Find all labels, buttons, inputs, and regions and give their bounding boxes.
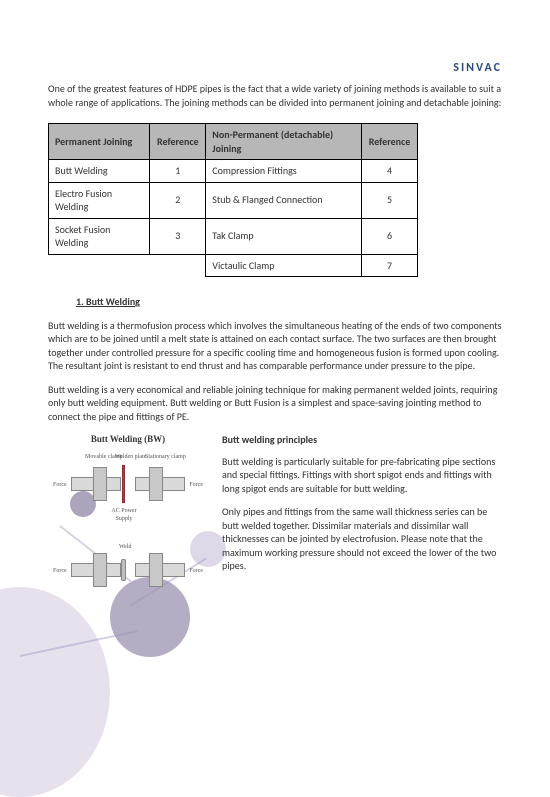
diagram-title: Butt Welding (BW) — [48, 433, 208, 445]
table-header-row: Permanent Joining Reference Non-Permanen… — [49, 124, 418, 160]
decor-link-line — [20, 630, 138, 657]
cell-nonperm: Compression Fittings — [206, 160, 362, 183]
cell-nonperm: Tak Clamp — [206, 218, 362, 254]
weld-bead — [121, 559, 126, 581]
table-row: Victaulic Clamp 7 — [49, 254, 418, 277]
cell-ref2: 5 — [362, 182, 418, 218]
diagram-figure-heating: Movable clamp Welden plate Stationary cl… — [53, 449, 203, 519]
clamp-right — [149, 467, 163, 501]
principles-heading: Butt welding principles — [222, 433, 502, 447]
principles-para2: Only pipes and fittings from the same wa… — [222, 505, 502, 573]
th-ref1: Reference — [150, 124, 206, 160]
cell-perm: Socket Fusion Welding — [49, 218, 150, 254]
intro-paragraph: One of the greatest features of HDPE pip… — [48, 82, 502, 109]
cell-empty — [150, 254, 206, 277]
butt-welding-diagram: Butt Welding (BW) Movable clamp Welden p… — [48, 433, 208, 615]
label-weld: Weld — [119, 543, 132, 551]
label-force-right: Force — [189, 481, 203, 489]
principles-para1: Butt welding is particularly suitable fo… — [222, 455, 502, 496]
heater-plate — [122, 465, 125, 503]
cell-ref2: 4 — [362, 160, 418, 183]
decor-blob-large — [0, 587, 110, 797]
label-welden-plate: Welden plate — [115, 453, 146, 461]
table-row: Socket Fusion Welding 3 Tak Clamp 6 — [49, 218, 418, 254]
label-stationary-clamp: Stationary clamp — [145, 453, 186, 461]
cell-ref1: 3 — [150, 218, 206, 254]
diagram-figure-joined: Weld Force Force — [53, 537, 203, 597]
label-force-left: Force — [53, 567, 67, 575]
clamp-left — [93, 553, 107, 587]
label-force-left: Force — [53, 481, 67, 489]
clamp-left — [93, 467, 107, 501]
cell-ref2: 7 — [362, 254, 418, 277]
section-heading-butt-welding: 1. Butt Welding — [76, 295, 502, 309]
table-row: Electro Fusion Welding 2 Stub & Flanged … — [49, 182, 418, 218]
cell-ref1: 1 — [150, 160, 206, 183]
cell-nonperm: Stub & Flanged Connection — [206, 182, 362, 218]
clamp-right — [149, 553, 163, 587]
th-nonpermanent: Non-Permanent (detachable) Joining — [206, 124, 362, 160]
cell-ref1: 2 — [150, 182, 206, 218]
table-row: Butt Welding 1 Compression Fittings 4 — [49, 160, 418, 183]
brand-logo-text: SINVAC — [453, 60, 502, 76]
cell-nonperm: Victaulic Clamp — [206, 254, 362, 277]
cell-perm: Butt Welding — [49, 160, 150, 183]
th-ref2: Reference — [362, 124, 418, 160]
joining-methods-table: Permanent Joining Reference Non-Permanen… — [48, 123, 418, 277]
th-permanent: Permanent Joining — [49, 124, 150, 160]
cell-ref2: 6 — [362, 218, 418, 254]
label-power: AC Power Supply — [109, 507, 139, 523]
cell-empty — [49, 254, 150, 277]
cell-perm: Electro Fusion Welding — [49, 182, 150, 218]
butt-welding-para1: Butt welding is a thermofusion process w… — [48, 319, 502, 373]
butt-welding-para2: Butt welding is a very economical and re… — [48, 383, 502, 424]
label-force-right: Force — [189, 567, 203, 575]
